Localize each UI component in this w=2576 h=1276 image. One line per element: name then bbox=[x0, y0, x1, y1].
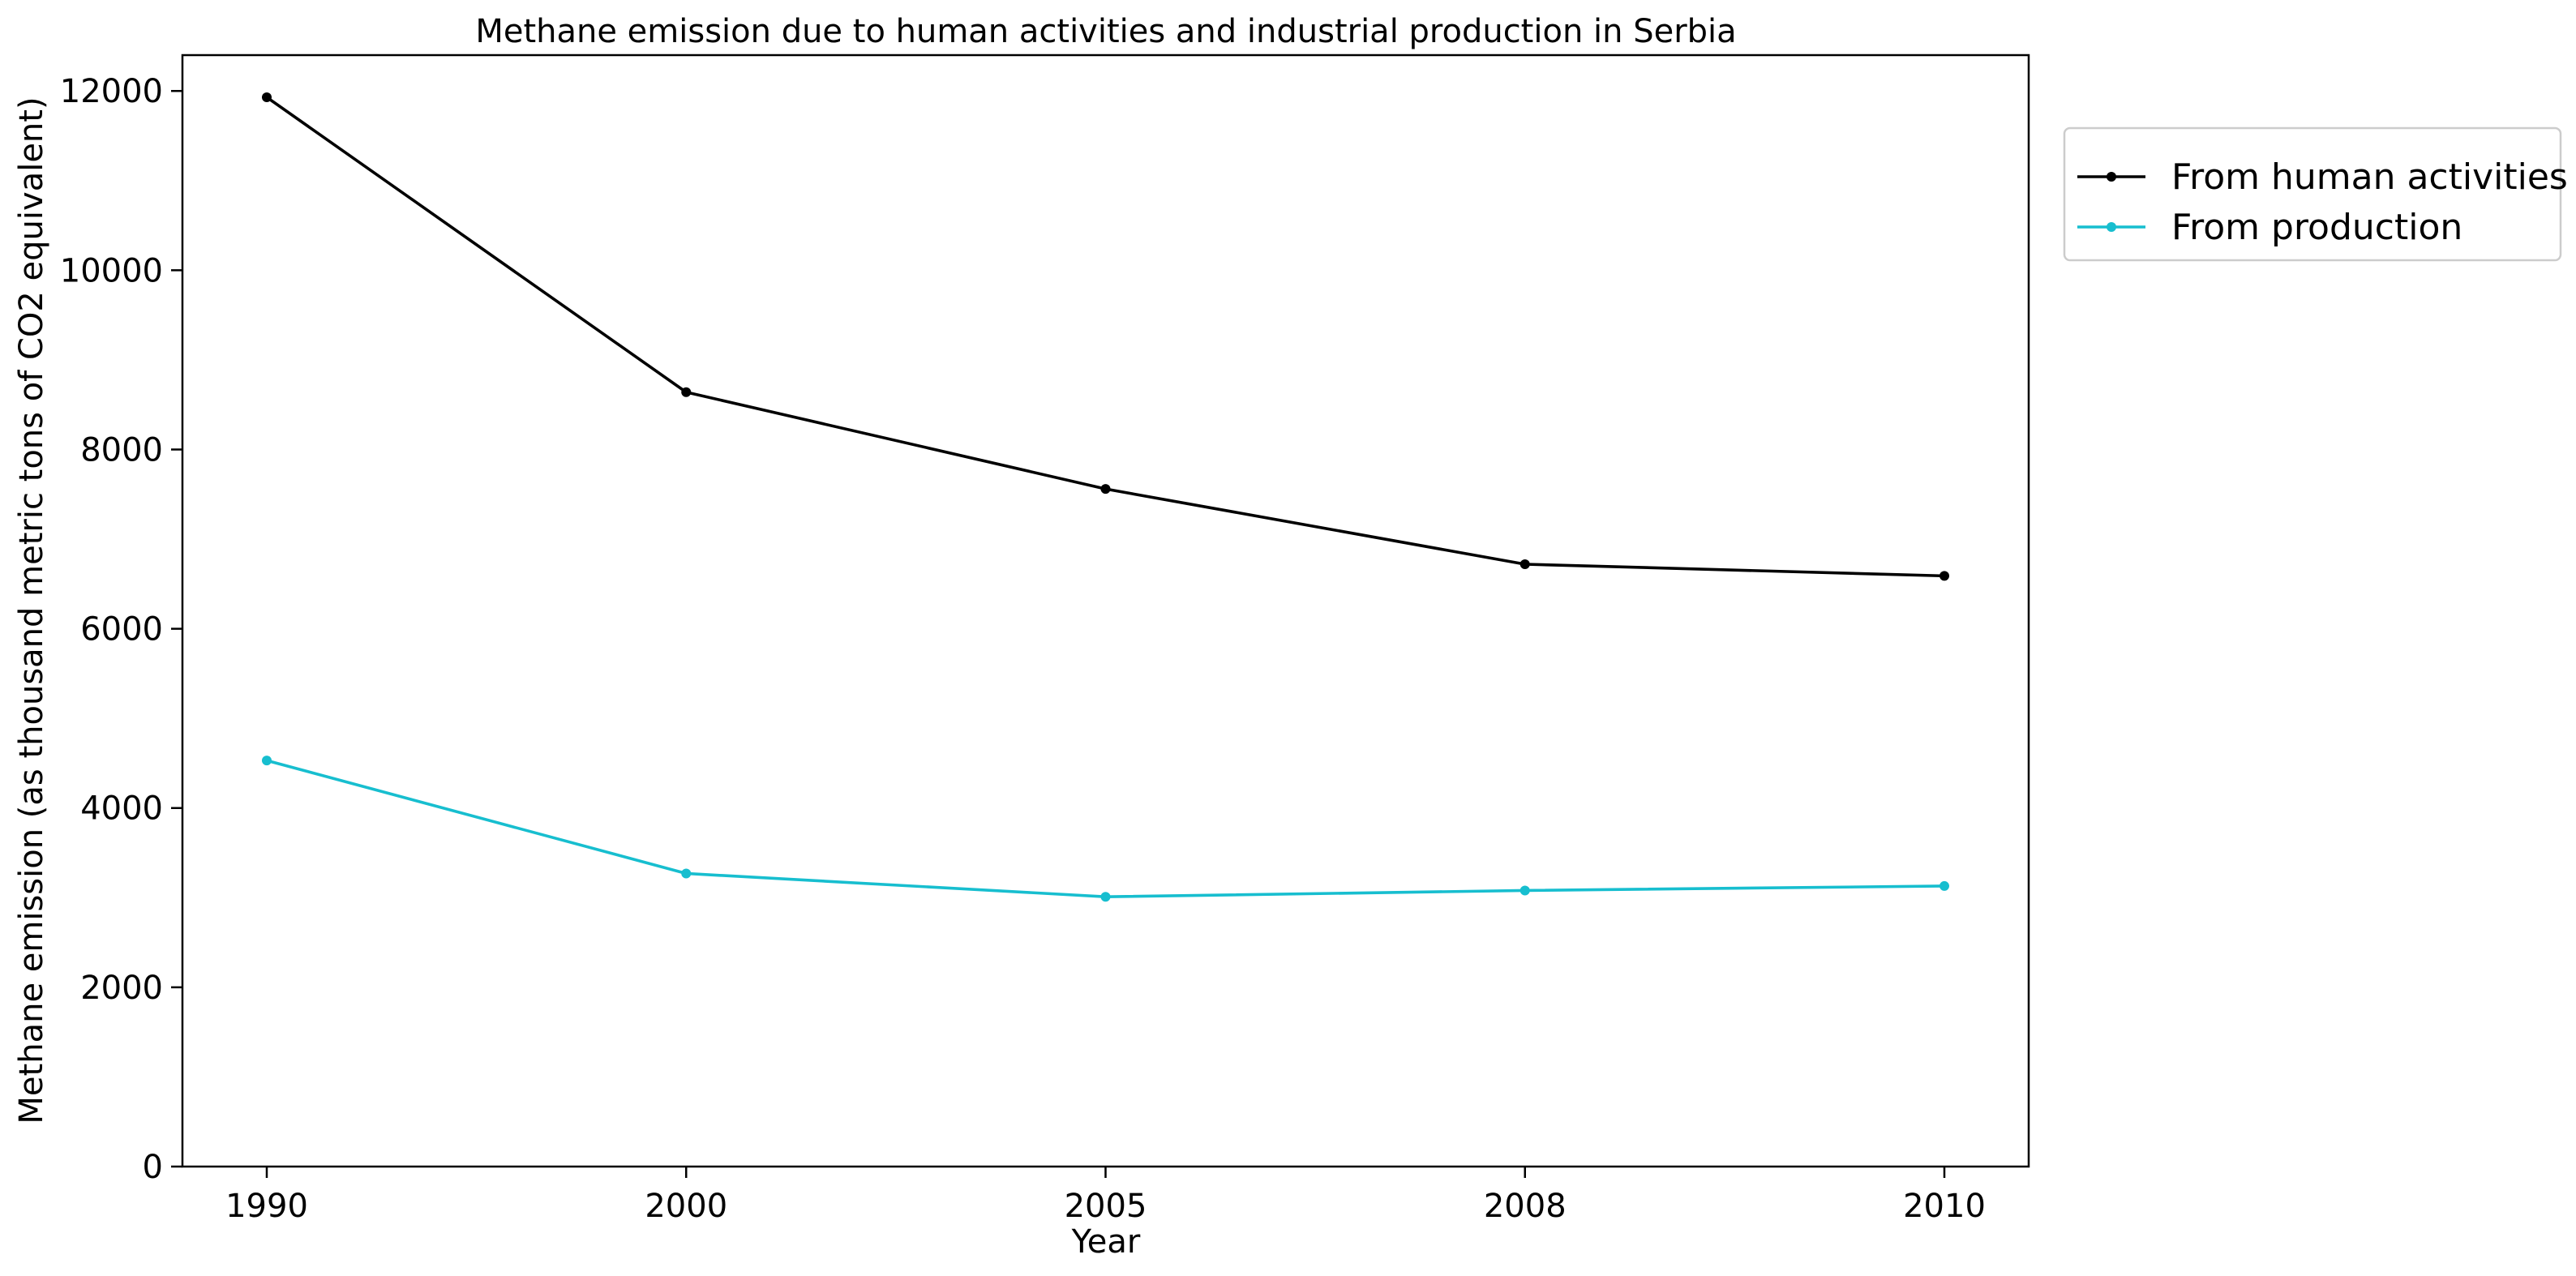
legend-marker-from-production bbox=[2107, 222, 2116, 232]
legend: From human activities From production bbox=[2063, 126, 2568, 262]
legend-label-from-production: From production bbox=[2171, 207, 2462, 248]
series-layer bbox=[262, 92, 1949, 902]
data-point-from-production bbox=[1100, 892, 1111, 902]
legend-label-from-human-activities: From human activities bbox=[2171, 156, 2568, 198]
data-point-from-human-activities bbox=[1100, 484, 1111, 495]
x-axis-label: Year bbox=[1071, 1223, 1141, 1261]
data-point-from-human-activities bbox=[1940, 571, 1949, 581]
series-line-from-human-activities bbox=[265, 96, 1946, 578]
y-tick-label: 2000 bbox=[80, 970, 163, 1007]
data-point-from-production bbox=[1519, 885, 1530, 896]
x-axis: 1990 2000 2005 2008 2010 bbox=[225, 1167, 1986, 1225]
x-tick-label: 2008 bbox=[1484, 1188, 1567, 1225]
series-line-from-production bbox=[265, 759, 1946, 899]
x-tick-label: 1990 bbox=[225, 1188, 308, 1225]
y-tick-label: 6000 bbox=[80, 611, 163, 649]
data-point-from-human-activities bbox=[1519, 559, 1530, 570]
x-tick-label: 2005 bbox=[1065, 1188, 1147, 1225]
data-point-from-production bbox=[1940, 880, 1949, 891]
plot-area bbox=[181, 54, 2030, 1168]
x-tick-label: 2010 bbox=[1903, 1188, 1986, 1225]
y-axis: 0 2000 4000 6000 8000 10000 12000 bbox=[60, 73, 182, 1186]
data-point-from-human-activities bbox=[681, 387, 692, 397]
y-tick-label: 12000 bbox=[60, 73, 163, 110]
data-point-from-production bbox=[262, 756, 272, 766]
y-tick-label: 4000 bbox=[80, 790, 163, 828]
x-tick-label: 2000 bbox=[645, 1188, 727, 1225]
y-tick-label: 10000 bbox=[60, 252, 163, 289]
legend-box bbox=[2063, 126, 2562, 262]
y-tick-label: 8000 bbox=[80, 431, 163, 469]
chart-title: Methane emission due to human activities… bbox=[475, 13, 1736, 50]
data-point-from-production bbox=[681, 868, 692, 879]
data-point-from-human-activities bbox=[262, 92, 272, 102]
legend-marker-from-human-activities bbox=[2107, 172, 2116, 182]
y-axis-label: Methane emission (as thousand metric ton… bbox=[13, 96, 50, 1124]
y-tick-label: 0 bbox=[143, 1149, 163, 1186]
